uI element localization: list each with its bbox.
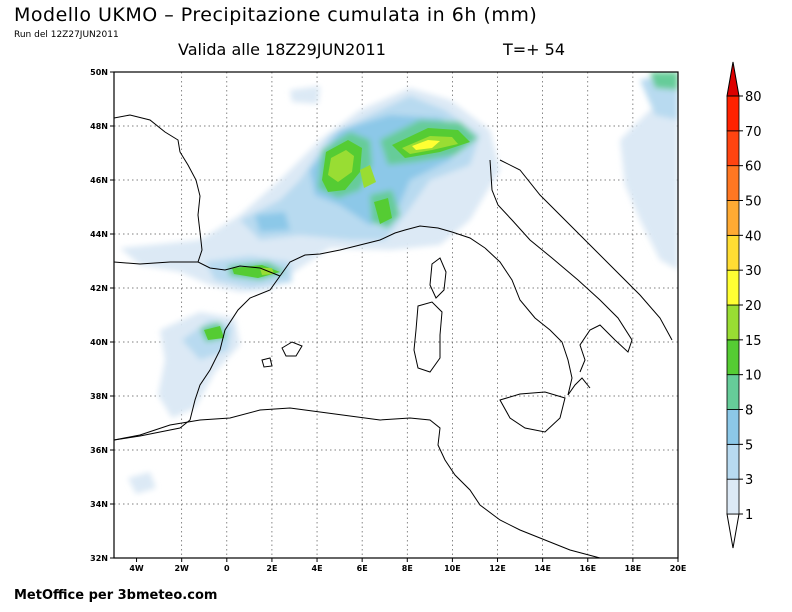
x-tick-label: 10E: [444, 564, 461, 573]
y-tick-label: 46N: [90, 176, 108, 185]
colorbar-swatch: [726, 374, 740, 410]
x-tick-label: 8E: [402, 564, 413, 573]
precipitation-field: [120, 72, 678, 494]
colorbar-swatch: [726, 95, 740, 132]
colorbar-top-cap: [726, 61, 740, 97]
colorbar-label: 50: [745, 195, 762, 210]
coastline: [114, 114, 281, 277]
x-tick-label: 14E: [534, 564, 551, 573]
colorbar-swatch: [726, 165, 740, 201]
colorbar-label: 30: [745, 264, 762, 279]
y-tick-label: 36N: [90, 446, 108, 455]
x-tick-label: 0: [224, 564, 230, 573]
precip-band-20mm: [412, 140, 440, 150]
precip-band-1mm: [128, 472, 156, 494]
coastline: [261, 357, 273, 368]
y-tick-label: 32N: [90, 554, 108, 563]
colorbar-label: 8: [745, 404, 753, 419]
colorbar-swatch: [726, 304, 740, 341]
coastline: [281, 341, 303, 357]
coastline: [114, 261, 198, 265]
colorbar-label: 5: [745, 438, 753, 453]
colorbar-label: 70: [745, 125, 762, 140]
colorbar-swatch: [726, 200, 740, 236]
x-tick-label: 2E: [266, 564, 277, 573]
x-tick-label: 4W: [129, 564, 144, 573]
x-tick-label: 2W: [174, 564, 189, 573]
color-scale-legend: 1 3 5 8 10 15 20 30 40 50 60 70 80: [726, 61, 762, 549]
coastline: [499, 391, 566, 433]
x-tick-label: 4E: [312, 564, 323, 573]
coastline: [413, 301, 443, 373]
colorbar-swatch: [726, 478, 740, 515]
y-tick-label: 34N: [90, 500, 108, 509]
precip-band-5mm: [255, 212, 290, 232]
colorbar-label: 20: [745, 299, 762, 314]
precip-band-10mm: [374, 198, 392, 224]
precip-band-1mm: [620, 105, 678, 270]
y-tick-label: 42N: [90, 284, 108, 293]
precip-band-8mm: [650, 72, 678, 90]
y-tick-label: 40N: [90, 338, 108, 347]
colorbar-swatch: [726, 234, 740, 271]
x-tick-label: 20E: [670, 564, 687, 573]
colorbar-label: 3: [745, 473, 753, 488]
coastline: [114, 275, 281, 441]
x-tick-label: 12E: [489, 564, 506, 573]
precip-band-10mm: [204, 326, 224, 340]
x-tick-label: 18E: [625, 564, 642, 573]
run-label: Run del 12Z27JUN2011: [14, 30, 119, 40]
coastline: [279, 225, 486, 277]
coastline: [429, 257, 447, 299]
precip-band-1mm: [290, 86, 320, 104]
valid-time-label: Valida alle 18Z29JUN2011: [178, 40, 386, 59]
colorbar-label: 10: [745, 369, 762, 384]
colorbar-swatch: [726, 409, 740, 445]
colorbar-label: 40: [745, 229, 762, 244]
axis-ticks: 32N 34N 36N 38N 40N 42N 44N 46N 48N 50N 4W 2W 0 2E 4E 6…: [90, 68, 686, 573]
colorbar-label: 80: [745, 90, 762, 105]
precip-band-15mm: [360, 165, 376, 188]
colorbar-swatch: [726, 130, 740, 167]
coastline: [114, 407, 601, 558]
coastline: [489, 159, 633, 373]
colorbar-label: 1: [745, 508, 753, 523]
y-tick-label: 38N: [90, 392, 108, 401]
colorbar-swatch: [726, 443, 740, 480]
forecast-step-label: T=+ 54: [503, 40, 566, 59]
chart-title: Modello UKMO – Precipitazione cumulata i…: [14, 4, 538, 26]
x-tick-label: 6E: [357, 564, 368, 573]
precip-band-15mm: [328, 150, 354, 182]
credit-label: MetOffice per 3bmeteo.com: [14, 588, 218, 603]
colorbar-swatch: [726, 339, 740, 376]
coastlines: [114, 114, 673, 558]
x-tick-label: 16E: [579, 564, 596, 573]
colorbar-label: 60: [745, 160, 762, 175]
y-tick-label: 50N: [90, 68, 108, 77]
coastline: [567, 377, 591, 396]
colorbar-label: 15: [745, 334, 762, 349]
coastline: [499, 159, 673, 341]
colorbar-bottom-cap: [726, 513, 740, 549]
y-tick-label: 44N: [90, 230, 108, 239]
coastline: [484, 247, 573, 396]
map-frame: [113, 71, 679, 559]
colorbar-swatch: [726, 269, 740, 306]
y-tick-label: 48N: [90, 122, 108, 131]
